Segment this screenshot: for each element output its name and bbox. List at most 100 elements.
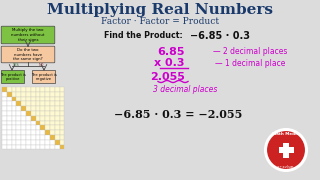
Bar: [60, 111, 64, 116]
Bar: [40, 130, 45, 135]
Text: — 2 decimal places: — 2 decimal places: [213, 48, 287, 57]
Bar: [50, 116, 55, 121]
Bar: [36, 130, 40, 135]
Bar: [2, 92, 7, 97]
Circle shape: [264, 128, 308, 172]
Bar: [26, 121, 31, 125]
Bar: [2, 121, 7, 125]
Bar: [60, 87, 64, 92]
Bar: [40, 101, 45, 106]
Bar: [21, 145, 26, 149]
Text: The product is
negative: The product is negative: [31, 73, 57, 81]
Text: Do the two
numbers have
the same sign?: Do the two numbers have the same sign?: [13, 48, 43, 61]
Bar: [26, 97, 31, 101]
Bar: [36, 92, 40, 97]
Text: Multiplying Real Numbers: Multiplying Real Numbers: [47, 3, 273, 17]
Bar: [45, 121, 50, 125]
Bar: [16, 145, 21, 149]
Bar: [60, 130, 64, 135]
FancyBboxPatch shape: [1, 46, 55, 63]
Bar: [45, 130, 50, 135]
Bar: [21, 101, 26, 106]
Bar: [12, 116, 16, 121]
Bar: [31, 97, 36, 101]
Bar: [55, 111, 60, 116]
Bar: [7, 101, 12, 106]
Bar: [16, 106, 21, 111]
Bar: [26, 106, 31, 111]
Text: 2.055: 2.055: [150, 72, 185, 82]
Bar: [2, 130, 7, 135]
Bar: [21, 121, 26, 125]
Text: Find the Product:: Find the Product:: [104, 31, 182, 40]
Bar: [55, 130, 60, 135]
Bar: [12, 106, 16, 111]
Bar: [36, 140, 40, 145]
Bar: [40, 116, 45, 121]
Bar: [26, 92, 31, 97]
Text: −6.85 · 0.3: −6.85 · 0.3: [190, 31, 250, 41]
Bar: [55, 116, 60, 121]
Bar: [31, 145, 36, 149]
Bar: [12, 145, 16, 149]
Bar: [2, 116, 7, 121]
Bar: [40, 140, 45, 145]
Bar: [60, 121, 64, 125]
Bar: [7, 116, 12, 121]
Bar: [16, 92, 21, 97]
Bar: [60, 97, 64, 101]
Bar: [7, 130, 12, 135]
Bar: [31, 125, 36, 130]
Bar: [12, 87, 16, 92]
Bar: [31, 121, 36, 125]
Bar: [36, 145, 40, 149]
Bar: [45, 125, 50, 130]
Bar: [31, 111, 36, 116]
Bar: [26, 140, 31, 145]
Bar: [2, 125, 7, 130]
Bar: [16, 87, 21, 92]
Bar: [45, 135, 50, 140]
Bar: [7, 87, 12, 92]
Bar: [26, 145, 31, 149]
FancyBboxPatch shape: [32, 70, 56, 84]
Bar: [45, 140, 50, 145]
Bar: [7, 97, 12, 101]
Bar: [7, 106, 12, 111]
Bar: [55, 145, 60, 149]
Bar: [12, 92, 16, 97]
Text: Factor · Factor = Product: Factor · Factor = Product: [101, 17, 219, 26]
Bar: [26, 116, 31, 121]
Bar: [36, 125, 40, 130]
Bar: [55, 135, 60, 140]
Bar: [55, 92, 60, 97]
Bar: [55, 106, 60, 111]
Bar: [31, 101, 36, 106]
Bar: [40, 111, 45, 116]
Bar: [16, 111, 21, 116]
Bar: [50, 101, 55, 106]
Bar: [26, 101, 31, 106]
Bar: [7, 135, 12, 140]
Bar: [7, 111, 12, 116]
Bar: [40, 121, 45, 125]
FancyBboxPatch shape: [1, 70, 25, 84]
Bar: [12, 97, 16, 101]
Bar: [2, 87, 7, 92]
Text: 3 decimal places: 3 decimal places: [153, 86, 217, 94]
Bar: [36, 101, 40, 106]
Text: YES: YES: [12, 62, 18, 66]
Bar: [7, 145, 12, 149]
Bar: [50, 111, 55, 116]
Bar: [40, 125, 45, 130]
Bar: [16, 140, 21, 145]
Bar: [36, 87, 40, 92]
Bar: [50, 92, 55, 97]
Bar: [26, 111, 31, 116]
Bar: [60, 116, 64, 121]
Bar: [16, 130, 21, 135]
Bar: [36, 106, 40, 111]
Bar: [55, 125, 60, 130]
Text: −6.85 · 0.3 = −2.055: −6.85 · 0.3 = −2.055: [114, 109, 242, 120]
Bar: [21, 130, 26, 135]
